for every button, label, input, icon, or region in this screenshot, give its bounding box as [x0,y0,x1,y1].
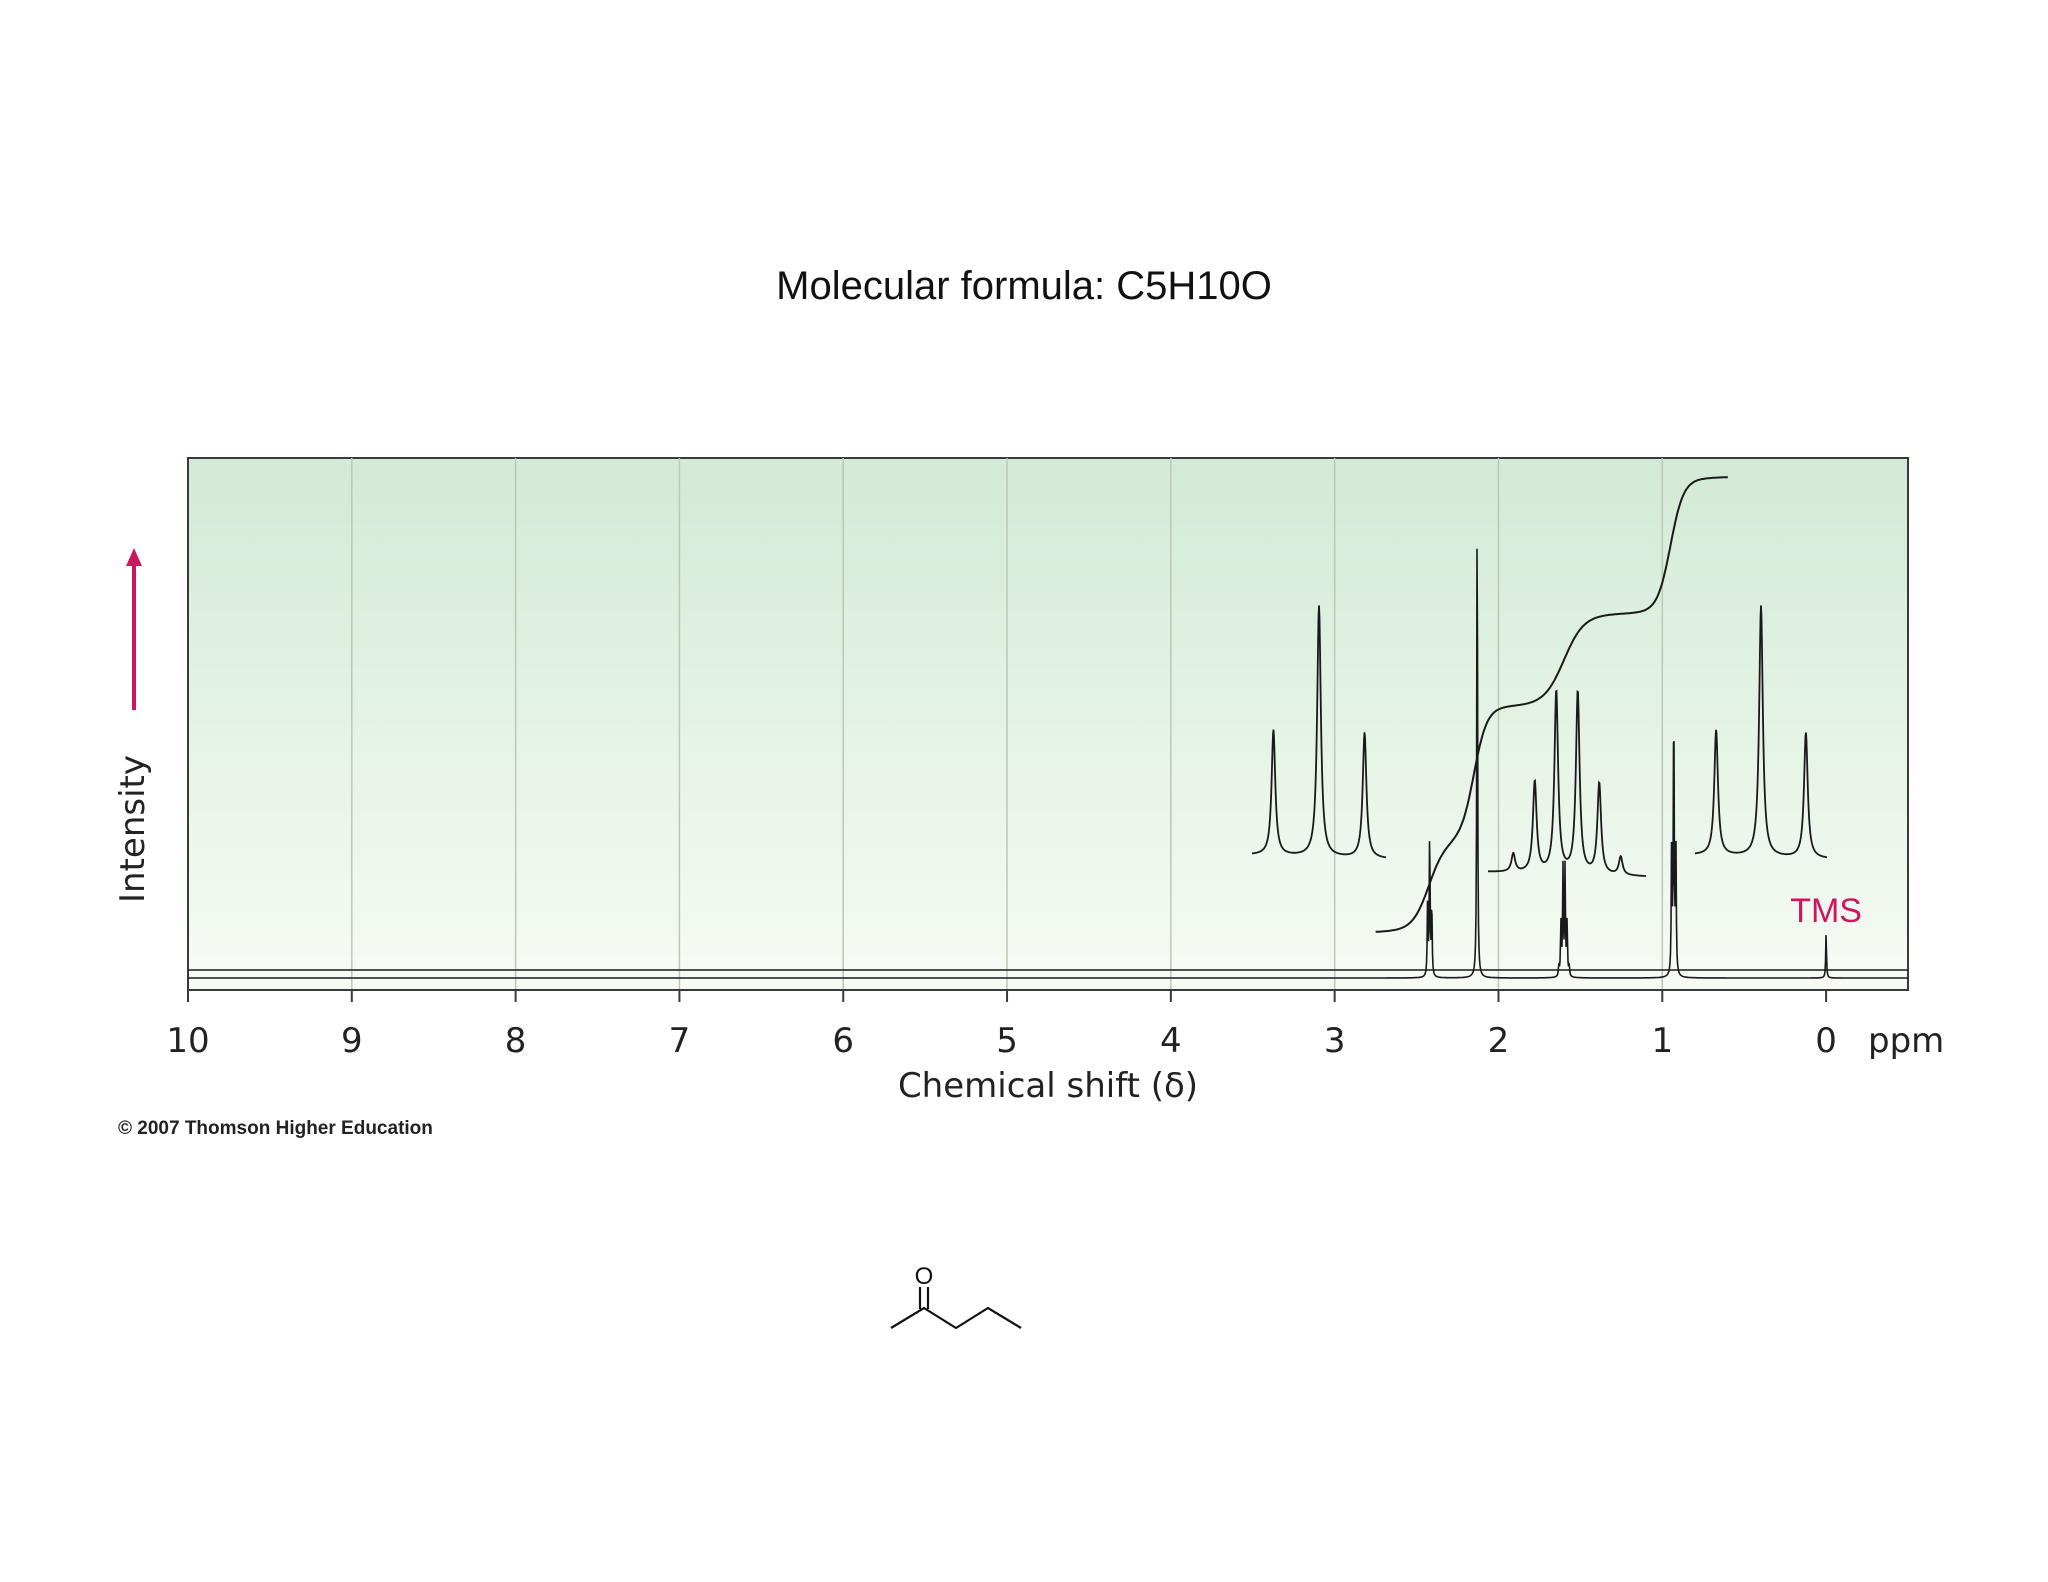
copyright-text: © 2007 Thomson Higher Education [118,1118,433,1139]
grid-lines [351,458,1664,990]
tms-label: TMS [1790,892,1862,930]
spectrum-line [188,548,1908,979]
inset-sextet-trace [1488,689,1647,877]
x-tick-label: 9 [341,1021,363,1061]
x-unit-label: ppm [1868,1021,1944,1061]
inset-triplet-trace [1695,605,1828,859]
x-tick-label: 2 [1488,1021,1510,1061]
y-axis-label: Intensity [113,755,153,903]
x-axis-label: Chemical shift (δ) [898,1066,1198,1106]
x-tick-label: 0 [1815,1021,1837,1061]
x-tick-label: 6 [832,1021,854,1061]
y-axis: Intensity [113,548,153,903]
x-axis: 10 9 8 7 6 5 4 3 2 1 0 [166,989,1908,1061]
oxygen-atom-label: O [915,1263,934,1290]
page-title: Molecular formula: C5H10O [776,264,1272,308]
plot-area [187,457,1909,991]
x-tick-label: 7 [669,1021,691,1061]
molecule-structure: O [890,1263,1022,1330]
inset-triplet-trace [1251,605,1387,859]
x-tick-label: 4 [1160,1021,1182,1061]
intensity-arrow-head [126,548,142,566]
integration-line [1375,476,1728,933]
structure-bonds [890,1306,1022,1330]
x-tick-label: 10 [166,1021,209,1061]
spectrum-trace: TMS [188,548,1908,979]
x-tick-label: 3 [1324,1021,1346,1061]
x-tick-label: 8 [505,1021,527,1061]
x-tick-label: 1 [1651,1021,1673,1061]
x-tick-label: 5 [996,1021,1018,1061]
integration-curve [1375,476,1728,933]
inset-expansions [1251,605,1828,877]
